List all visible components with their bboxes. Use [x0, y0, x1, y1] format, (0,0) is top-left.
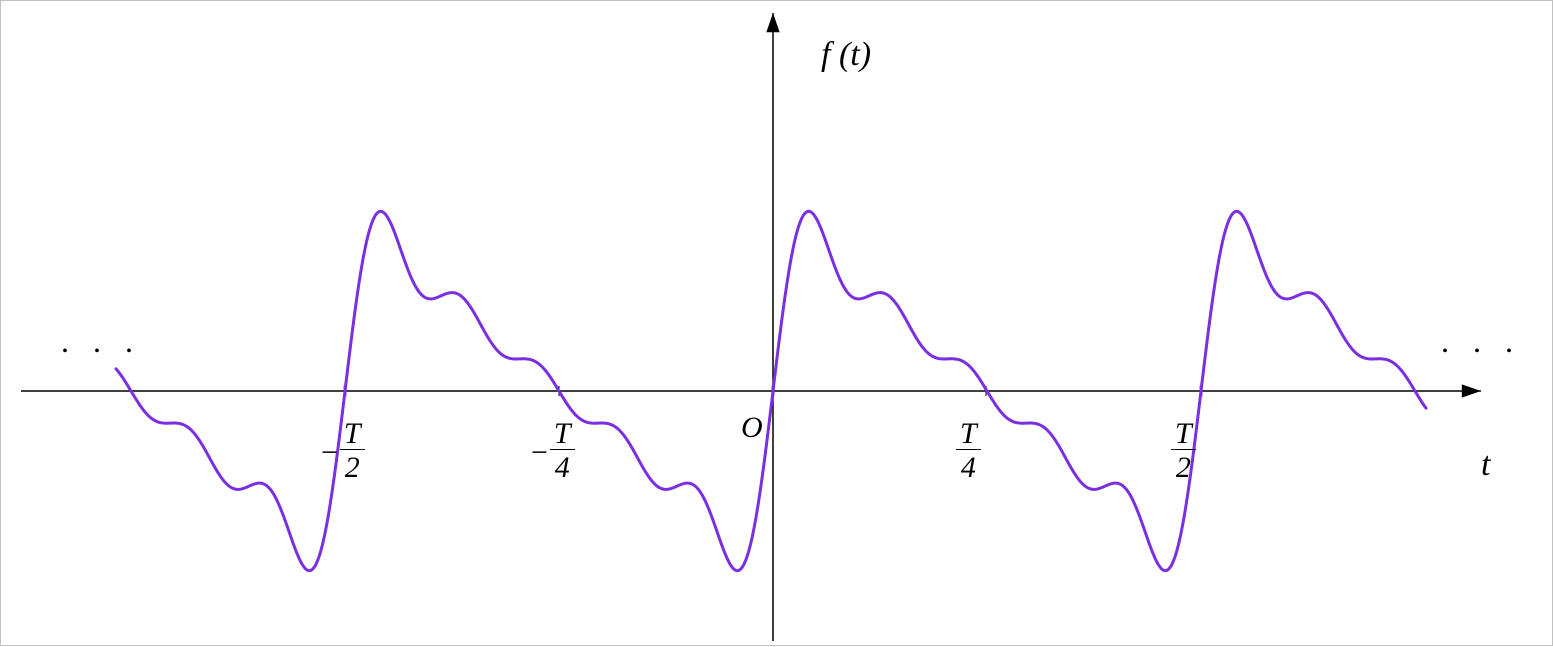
tick-label-2: T4	[956, 419, 981, 486]
tick-label-3: T2	[1171, 419, 1196, 486]
x-axis-label: t	[1481, 446, 1490, 484]
tick-label-1: −T4	[531, 419, 575, 486]
y-axis-label: f (t)	[821, 36, 871, 74]
origin-label: O	[741, 411, 763, 445]
chart-container: f (t) t O . . . . . . −T2 −T4 T4 T2	[0, 0, 1553, 646]
tick-label-0: −T2	[321, 419, 365, 486]
dots-left: . . .	[61, 323, 141, 360]
dots-right: . . .	[1441, 323, 1521, 360]
chart-svg	[1, 1, 1553, 647]
